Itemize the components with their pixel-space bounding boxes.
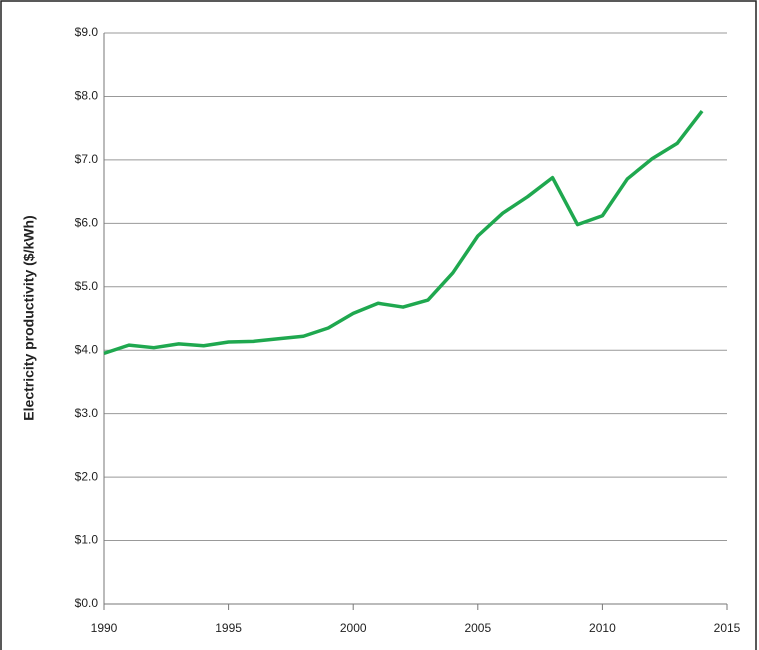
y-tick-label: $5.0	[75, 279, 99, 293]
y-tick-label: $0.0	[75, 596, 99, 610]
y-tick-label: $2.0	[75, 469, 99, 483]
y-tick-label: $7.0	[75, 152, 99, 166]
x-tick-label: 1990	[91, 621, 118, 635]
y-tick-label: $3.0	[75, 406, 99, 420]
y-tick-label: $1.0	[75, 533, 99, 547]
x-tick-label: 2010	[589, 621, 616, 635]
y-tick-label: $8.0	[75, 89, 99, 103]
y-tick-label: $6.0	[75, 216, 99, 230]
x-tick-label: 2015	[714, 621, 741, 635]
y-tick-label: $4.0	[75, 342, 99, 356]
x-tick-label: 1995	[215, 621, 242, 635]
x-tick-label: 2005	[464, 621, 491, 635]
x-tick-label: 2000	[340, 621, 367, 635]
y-axis-label: Electricity productivity ($/kWh)	[21, 215, 37, 420]
y-tick-label: $9.0	[75, 25, 99, 39]
data-line	[103, 109, 704, 356]
